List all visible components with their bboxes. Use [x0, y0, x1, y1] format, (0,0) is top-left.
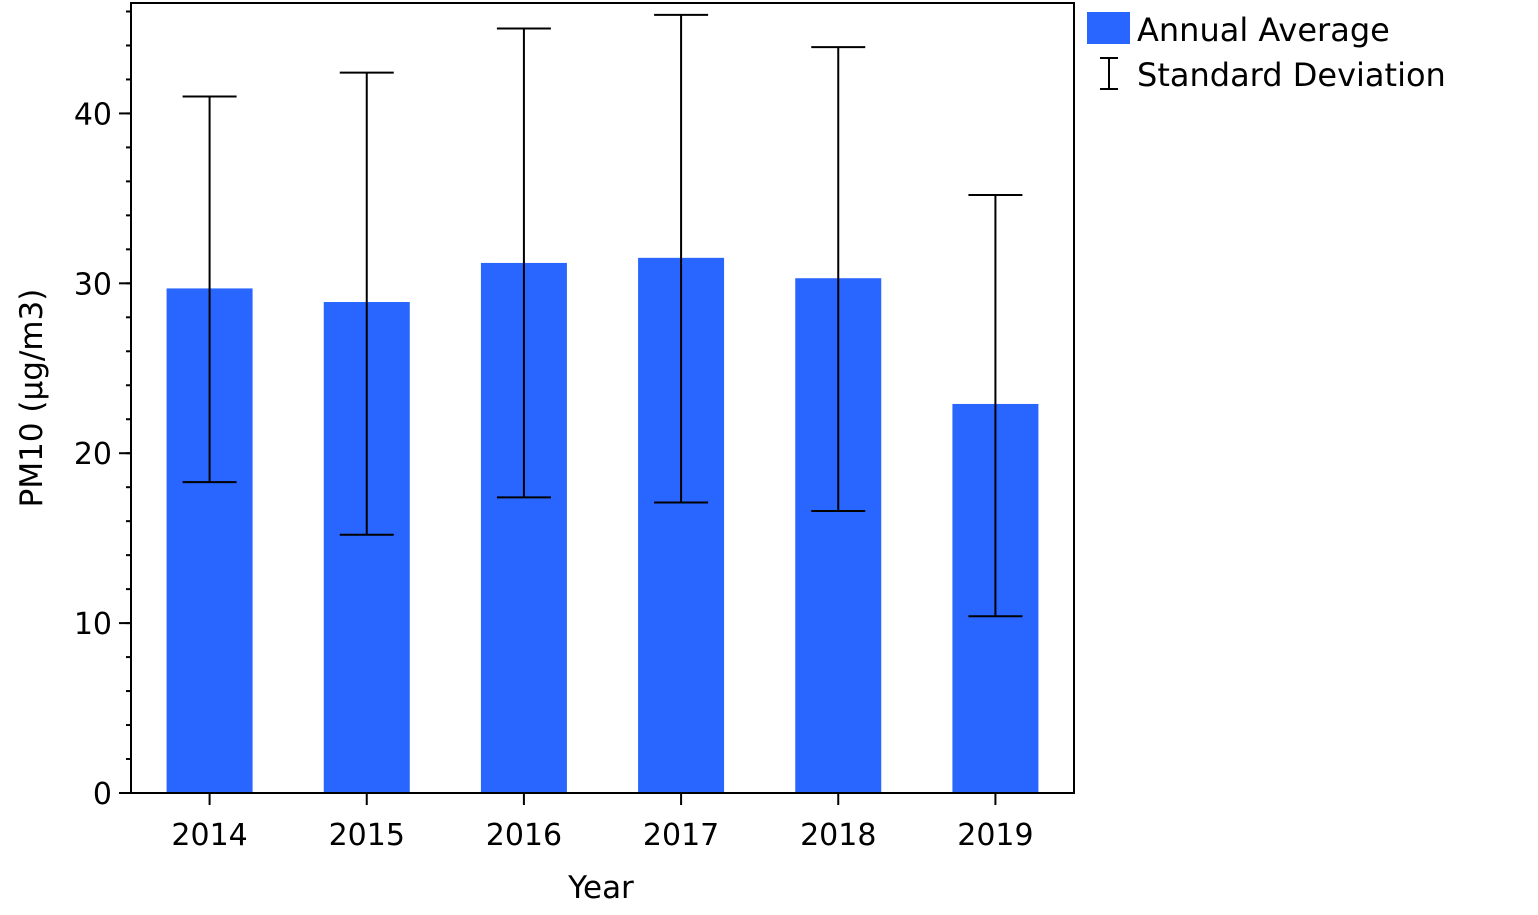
x-ticks: 2014 2015 2016 2017 2018 2019	[171, 793, 1034, 853]
plot-frame	[130, 2, 1075, 794]
y-tick-label: 0	[93, 777, 112, 812]
y-tick-label: 40	[74, 97, 112, 132]
error-bar-2018	[811, 46, 866, 512]
legend-swatch-annual-average	[1087, 12, 1130, 44]
x-tick-label: 2016	[486, 818, 562, 853]
y-axis-title: PM10 (μg/m3)	[14, 289, 50, 508]
y-major-ticks: 0 10 20 30 40	[74, 97, 131, 812]
y-tick-label: 30	[74, 267, 112, 302]
x-tick-label: 2014	[171, 818, 247, 853]
x-tick-label: 2015	[329, 818, 405, 853]
legend-label-standard-deviation: Standard Deviation	[1137, 56, 1446, 94]
error-bar-2014	[182, 95, 237, 484]
error-bar-2016	[496, 27, 551, 499]
x-tick-label: 2017	[643, 818, 719, 853]
x-axis-title: Year	[567, 870, 634, 906]
error-bar-icon	[1100, 57, 1118, 90]
y-tick-label: 10	[74, 607, 112, 642]
error-bars	[182, 13, 1023, 618]
error-bar-2017	[654, 13, 709, 504]
legend-label-annual-average: Annual Average	[1137, 11, 1390, 49]
bars	[166, 257, 1039, 793]
error-bar-2015	[339, 71, 394, 536]
error-bar-2019	[968, 193, 1023, 618]
x-tick-label: 2019	[957, 818, 1033, 853]
legend: Annual Average Standard Deviation	[1087, 11, 1446, 94]
y-tick-label: 20	[74, 437, 112, 472]
x-tick-label: 2018	[800, 818, 876, 853]
